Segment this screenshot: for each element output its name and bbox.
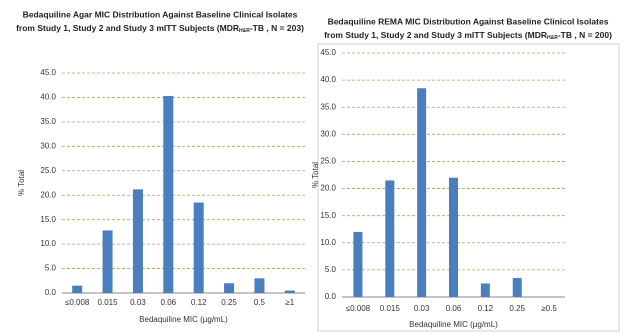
x-tick-label: 0.03 xyxy=(130,298,146,307)
y-tick-label: 10.0 xyxy=(320,238,336,247)
y-tick-label: 20.0 xyxy=(40,190,56,199)
bar xyxy=(284,290,295,293)
bar xyxy=(254,278,265,293)
bar xyxy=(449,177,458,297)
x-axis-label: Bedaquiline MIC (µg/mL) xyxy=(409,320,498,329)
bar xyxy=(163,95,174,293)
bar xyxy=(72,285,83,293)
bar xyxy=(480,283,490,297)
y-axis-label: % Total xyxy=(17,170,26,196)
x-tick-label: 0.06 xyxy=(446,304,462,313)
bar xyxy=(224,283,235,293)
chart-title-subscript: H&R xyxy=(547,35,558,41)
y-tick-label: 40.0 xyxy=(320,75,336,84)
x-tick-label: 0.25 xyxy=(509,304,525,313)
y-tick-label: 45.0 xyxy=(320,48,336,57)
x-tick-label: ≤0.008 xyxy=(346,304,371,313)
bar xyxy=(102,230,113,293)
y-tick-label: 5.0 xyxy=(45,264,57,273)
bar xyxy=(193,202,204,293)
chart-title: from Study 1, Study 2 and Study 3 mITT S… xyxy=(324,30,612,41)
chart-title-part: from Study 1, Study 2 and Study 3 mITT S… xyxy=(324,30,547,40)
y-tick-label: 30.0 xyxy=(320,129,336,138)
chart-title: Bedaquiline REMA MIC Distribution Agains… xyxy=(328,16,609,26)
x-tick-label: 0.015 xyxy=(380,304,401,313)
x-tick-label: ≤0.008 xyxy=(65,298,90,307)
x-tick-label: 0.06 xyxy=(161,298,177,307)
chart-title-part: from Study 1, Study 2 and Study 3 mITT S… xyxy=(16,23,239,33)
bar xyxy=(512,278,522,297)
chart-title-part: -TB , N = 203) xyxy=(250,23,304,33)
x-tick-label: 0.25 xyxy=(221,298,237,307)
y-tick-label: 0.0 xyxy=(45,288,57,297)
y-tick-label: 5.0 xyxy=(325,265,337,274)
bar xyxy=(353,231,363,297)
x-tick-label: 0.03 xyxy=(414,304,430,313)
y-tick-label: 0.0 xyxy=(325,292,337,301)
x-tick-label: ≥1 xyxy=(285,298,294,307)
x-tick-label: ≥0.5 xyxy=(541,304,557,313)
bar xyxy=(385,180,395,297)
x-tick-label: 0.12 xyxy=(191,298,207,307)
y-axis-label: % Total xyxy=(311,162,320,188)
y-tick-label: 15.0 xyxy=(320,211,336,220)
y-tick-label: 25.0 xyxy=(40,166,56,175)
y-tick-label: 15.0 xyxy=(40,215,56,224)
y-tick-label: 35.0 xyxy=(40,117,56,126)
y-tick-label: 45.0 xyxy=(40,68,56,77)
chart-title: from Study 1, Study 2 and Study 3 mITT S… xyxy=(16,23,304,34)
bar xyxy=(417,88,427,297)
chart-frame xyxy=(317,43,620,332)
x-axis-label: Bedaquiline MIC (µg/mL) xyxy=(139,315,228,324)
x-tick-label: 0.015 xyxy=(98,298,119,307)
x-tick-label: 0.12 xyxy=(478,304,494,313)
y-tick-label: 10.0 xyxy=(40,239,56,248)
y-tick-label: 30.0 xyxy=(40,141,56,150)
chart-title-subscript: H&R xyxy=(239,28,250,34)
x-tick-label: 0.5 xyxy=(254,298,266,307)
y-tick-label: 20.0 xyxy=(320,184,336,193)
chart-title-part: -TB , N = 200) xyxy=(558,30,612,40)
y-tick-label: 25.0 xyxy=(320,157,336,166)
y-tick-label: 40.0 xyxy=(40,93,56,102)
y-tick-label: 35.0 xyxy=(320,102,336,111)
bar xyxy=(132,189,143,293)
chart-title: Bedaquiline Agar MIC Distribution Agains… xyxy=(23,9,298,19)
